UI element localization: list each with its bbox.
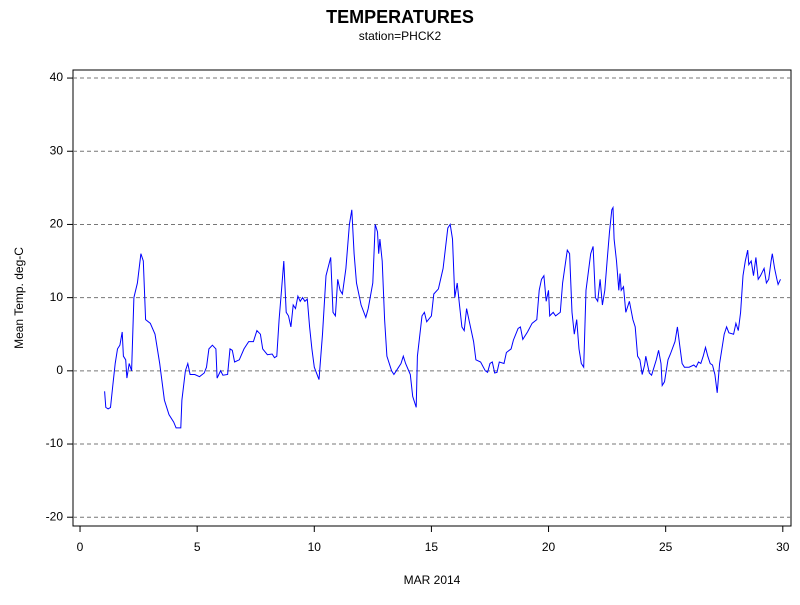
y-tick-label: 20: [50, 217, 64, 231]
x-axis-label: MAR 2014: [404, 573, 461, 587]
x-tick-label: 15: [425, 540, 439, 554]
x-tick-label: 30: [776, 540, 790, 554]
y-tick-label: -10: [46, 436, 64, 450]
x-tick-label: 10: [308, 540, 322, 554]
y-tick-label: 10: [50, 290, 64, 304]
y-tick-label: 0: [56, 363, 63, 377]
y-tick-label: 30: [50, 143, 64, 157]
data-line: [104, 205, 781, 429]
y-axis-label: Mean Temp. deg-C: [12, 247, 26, 349]
chart-title: TEMPERATURES: [326, 7, 474, 27]
chart-subtitle: station=PHCK2: [359, 29, 442, 43]
y-tick-label: 40: [50, 70, 64, 84]
x-tick-label: 25: [659, 540, 673, 554]
x-tick-label: 5: [194, 540, 201, 554]
y-tick-label: -20: [46, 509, 64, 523]
x-tick-label: 0: [77, 540, 84, 554]
x-tick-label: 20: [542, 540, 556, 554]
